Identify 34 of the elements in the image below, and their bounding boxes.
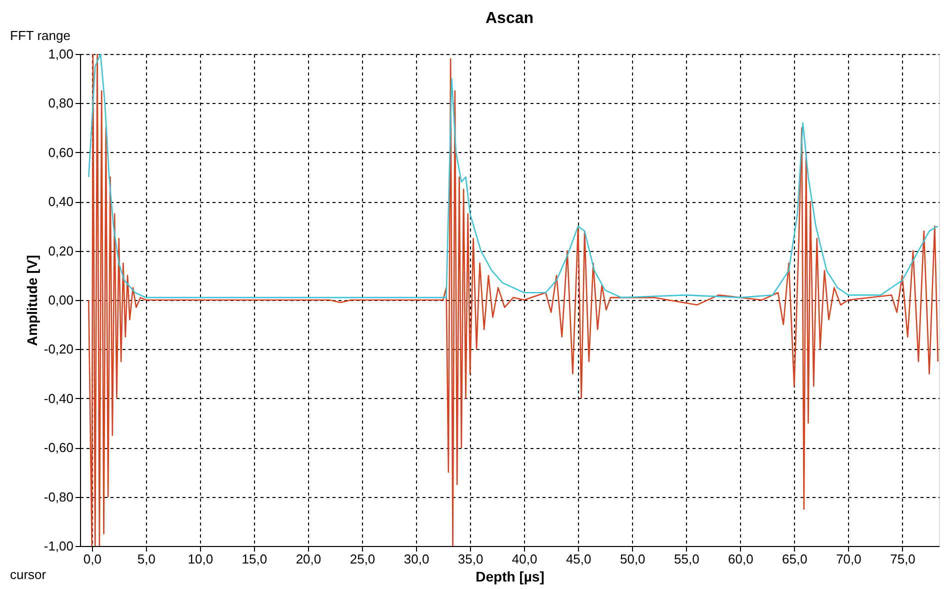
y-tick-label: 0,20 xyxy=(48,243,74,258)
y-tick-label: 0,60 xyxy=(48,144,74,160)
y-tick-label: 0,00 xyxy=(48,292,74,308)
y-axis-title: Amplitude [V] xyxy=(24,255,40,346)
y-tick-label: 0,40 xyxy=(48,194,74,210)
x-tick-label: 35,0 xyxy=(458,552,484,566)
x-axis-title: Depth [µs] xyxy=(476,568,544,584)
x-tick-label: 65,0 xyxy=(782,552,808,566)
y-tick-label: -0,40 xyxy=(44,390,74,406)
x-tick-label: 20,0 xyxy=(296,552,322,566)
line-series xyxy=(88,54,939,298)
y-tick-label: -0,80 xyxy=(44,489,74,504)
x-tick-label: 55,0 xyxy=(674,552,700,566)
chart-title: Ascan xyxy=(485,10,534,27)
x-tick-label: 0,0 xyxy=(83,552,102,566)
x-tick-label: 60,0 xyxy=(728,552,754,566)
y-tick-label: -0,60 xyxy=(44,440,74,456)
x-tick-label: 50,0 xyxy=(620,552,646,566)
x-tick-label: 70,0 xyxy=(836,552,862,566)
text: cursor xyxy=(10,567,47,582)
x-tick-label: 10,0 xyxy=(188,552,214,566)
y-tick-label: 0,80 xyxy=(48,96,74,111)
x-tick-label: 40,0 xyxy=(512,552,538,566)
x-tick-label: 45,0 xyxy=(566,552,592,566)
x-tick-label: 75,0 xyxy=(890,552,916,566)
line-series xyxy=(88,54,939,546)
x-tick-label: 5,0 xyxy=(137,552,156,566)
y-tick-label: -1,00 xyxy=(44,538,74,554)
x-tick-label: 30,0 xyxy=(404,552,430,566)
text: FFT range xyxy=(10,28,70,43)
x-tick-label: 25,0 xyxy=(350,552,376,566)
x-tick-label: 15,0 xyxy=(242,552,268,566)
y-tick-label: -0,20 xyxy=(44,342,74,357)
y-tick-label: 1,00 xyxy=(48,46,74,62)
